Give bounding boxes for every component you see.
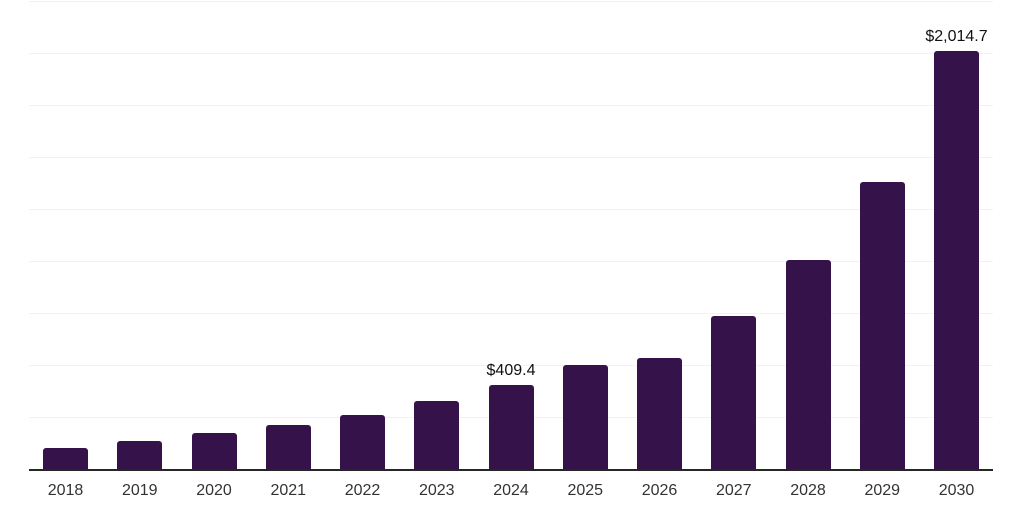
bar-column-2025 <box>562 2 608 470</box>
bar-column-2028 <box>785 2 831 470</box>
x-tick-label-2026: 2026 <box>641 482 678 499</box>
gridline-2000 <box>29 53 993 54</box>
bar-2022 <box>340 414 385 470</box>
gridline-1500 <box>29 157 993 158</box>
x-tick-label-2029: 2029 <box>864 482 901 499</box>
x-axis-labels: 2018 2019 2020 2021 2022 2023 2024 2025 2026 2027… <box>29 481 993 500</box>
bar-column-2024: $409.4 <box>486 2 536 470</box>
bar-column-2026 <box>637 2 682 470</box>
gridline-1250 <box>29 209 993 210</box>
bars: $409.4 $2,014.7 <box>29 2 993 470</box>
bar-2019 <box>117 440 163 470</box>
x-tick-label-2022: 2022 <box>344 482 381 499</box>
bar-column-2021 <box>265 2 311 470</box>
gridline-500 <box>29 365 993 366</box>
x-tick-label-2019: 2019 <box>121 482 158 499</box>
bar-column-2023 <box>414 2 460 470</box>
x-tick-label-2027: 2027 <box>715 482 752 499</box>
bar-2021 <box>265 424 311 470</box>
bar-2023 <box>414 400 460 470</box>
x-tick-label-2024: 2024 <box>493 482 529 499</box>
gridline-1750 <box>29 105 993 106</box>
bar-2028 <box>785 260 831 470</box>
bar-2020 <box>191 433 237 470</box>
bar-2029 <box>859 181 905 470</box>
bar-value-label-2024: $409.4 <box>486 361 536 379</box>
bar-column-2019 <box>117 2 163 470</box>
bar-2027 <box>711 316 757 470</box>
bar-column-2020 <box>191 2 237 470</box>
x-tick-label-2020: 2020 <box>196 482 232 499</box>
x-tick-label-2018: 2018 <box>47 482 84 499</box>
x-tick-label-2028: 2028 <box>790 482 826 499</box>
bar-2030 <box>934 50 979 470</box>
bar-column-2022 <box>340 2 385 470</box>
bar-column-2030: $2,014.7 <box>925 2 988 470</box>
bar-2026 <box>637 357 682 470</box>
bar-2018 <box>43 447 88 470</box>
bar-column-2018 <box>43 2 88 470</box>
x-tick-label-2030: 2030 <box>938 482 975 499</box>
x-tick-label-2023: 2023 <box>418 482 455 499</box>
bar-column-2027 <box>711 2 757 470</box>
x-axis-line <box>29 469 993 471</box>
gridline-1000 <box>29 261 993 262</box>
plot-area: $409.4 $2,014.7 <box>29 1 993 471</box>
x-tick-label-2021: 2021 <box>270 482 307 499</box>
x-tick-label-2025: 2025 <box>567 482 604 499</box>
bar-value-label-2030: $2,014.7 <box>925 27 988 45</box>
bar-2024 <box>488 384 534 470</box>
gridline-750 <box>29 313 993 314</box>
bar-2025 <box>562 364 608 470</box>
gridline-2250 <box>29 1 993 2</box>
bar-column-2029 <box>859 2 905 470</box>
